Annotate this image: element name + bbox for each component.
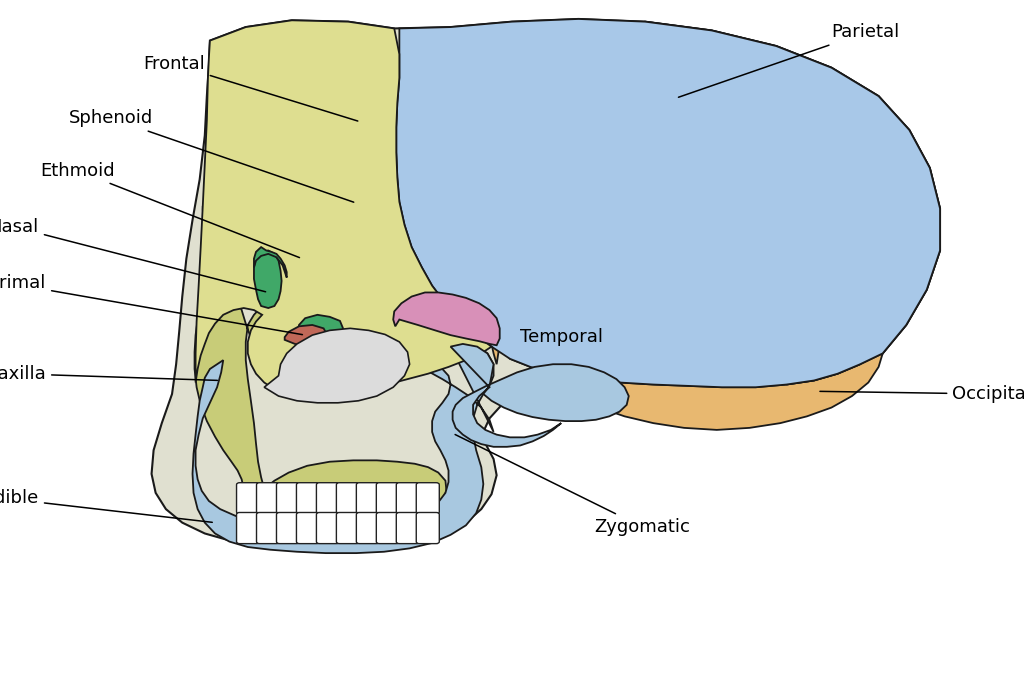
FancyBboxPatch shape — [416, 512, 439, 544]
Polygon shape — [254, 247, 287, 278]
Text: Maxilla: Maxilla — [0, 365, 217, 383]
Polygon shape — [285, 325, 328, 347]
FancyBboxPatch shape — [396, 483, 420, 514]
FancyBboxPatch shape — [356, 512, 379, 544]
Polygon shape — [193, 344, 494, 553]
Text: Lacrimal: Lacrimal — [0, 274, 302, 334]
Text: Zygomatic: Zygomatic — [455, 435, 690, 536]
Polygon shape — [196, 20, 492, 396]
FancyBboxPatch shape — [276, 483, 300, 514]
FancyBboxPatch shape — [356, 483, 379, 514]
FancyBboxPatch shape — [297, 483, 319, 514]
Text: Parietal: Parietal — [679, 24, 900, 97]
Polygon shape — [393, 292, 500, 345]
FancyBboxPatch shape — [396, 512, 420, 544]
FancyBboxPatch shape — [336, 483, 359, 514]
FancyBboxPatch shape — [377, 483, 399, 514]
Polygon shape — [451, 344, 629, 447]
Polygon shape — [264, 328, 410, 403]
Polygon shape — [298, 315, 343, 341]
Text: Occipital: Occipital — [820, 385, 1024, 403]
FancyBboxPatch shape — [237, 483, 260, 514]
FancyBboxPatch shape — [316, 512, 340, 544]
Text: Nasal: Nasal — [0, 218, 265, 292]
Text: Frontal: Frontal — [143, 56, 357, 121]
FancyBboxPatch shape — [336, 512, 359, 544]
Polygon shape — [492, 330, 883, 430]
Polygon shape — [442, 22, 940, 385]
Polygon shape — [396, 19, 940, 387]
FancyBboxPatch shape — [297, 512, 319, 544]
Polygon shape — [152, 19, 940, 550]
Polygon shape — [254, 250, 282, 308]
FancyBboxPatch shape — [256, 483, 280, 514]
FancyBboxPatch shape — [256, 512, 280, 544]
Text: Temporal: Temporal — [519, 328, 603, 346]
FancyBboxPatch shape — [316, 483, 340, 514]
FancyBboxPatch shape — [237, 512, 260, 544]
Text: Sphenoid: Sphenoid — [70, 110, 353, 202]
FancyBboxPatch shape — [416, 483, 439, 514]
FancyBboxPatch shape — [276, 512, 300, 544]
Polygon shape — [195, 203, 461, 519]
Text: Mandible: Mandible — [0, 489, 212, 523]
Text: Ethmoid: Ethmoid — [40, 162, 299, 258]
FancyBboxPatch shape — [377, 512, 399, 544]
